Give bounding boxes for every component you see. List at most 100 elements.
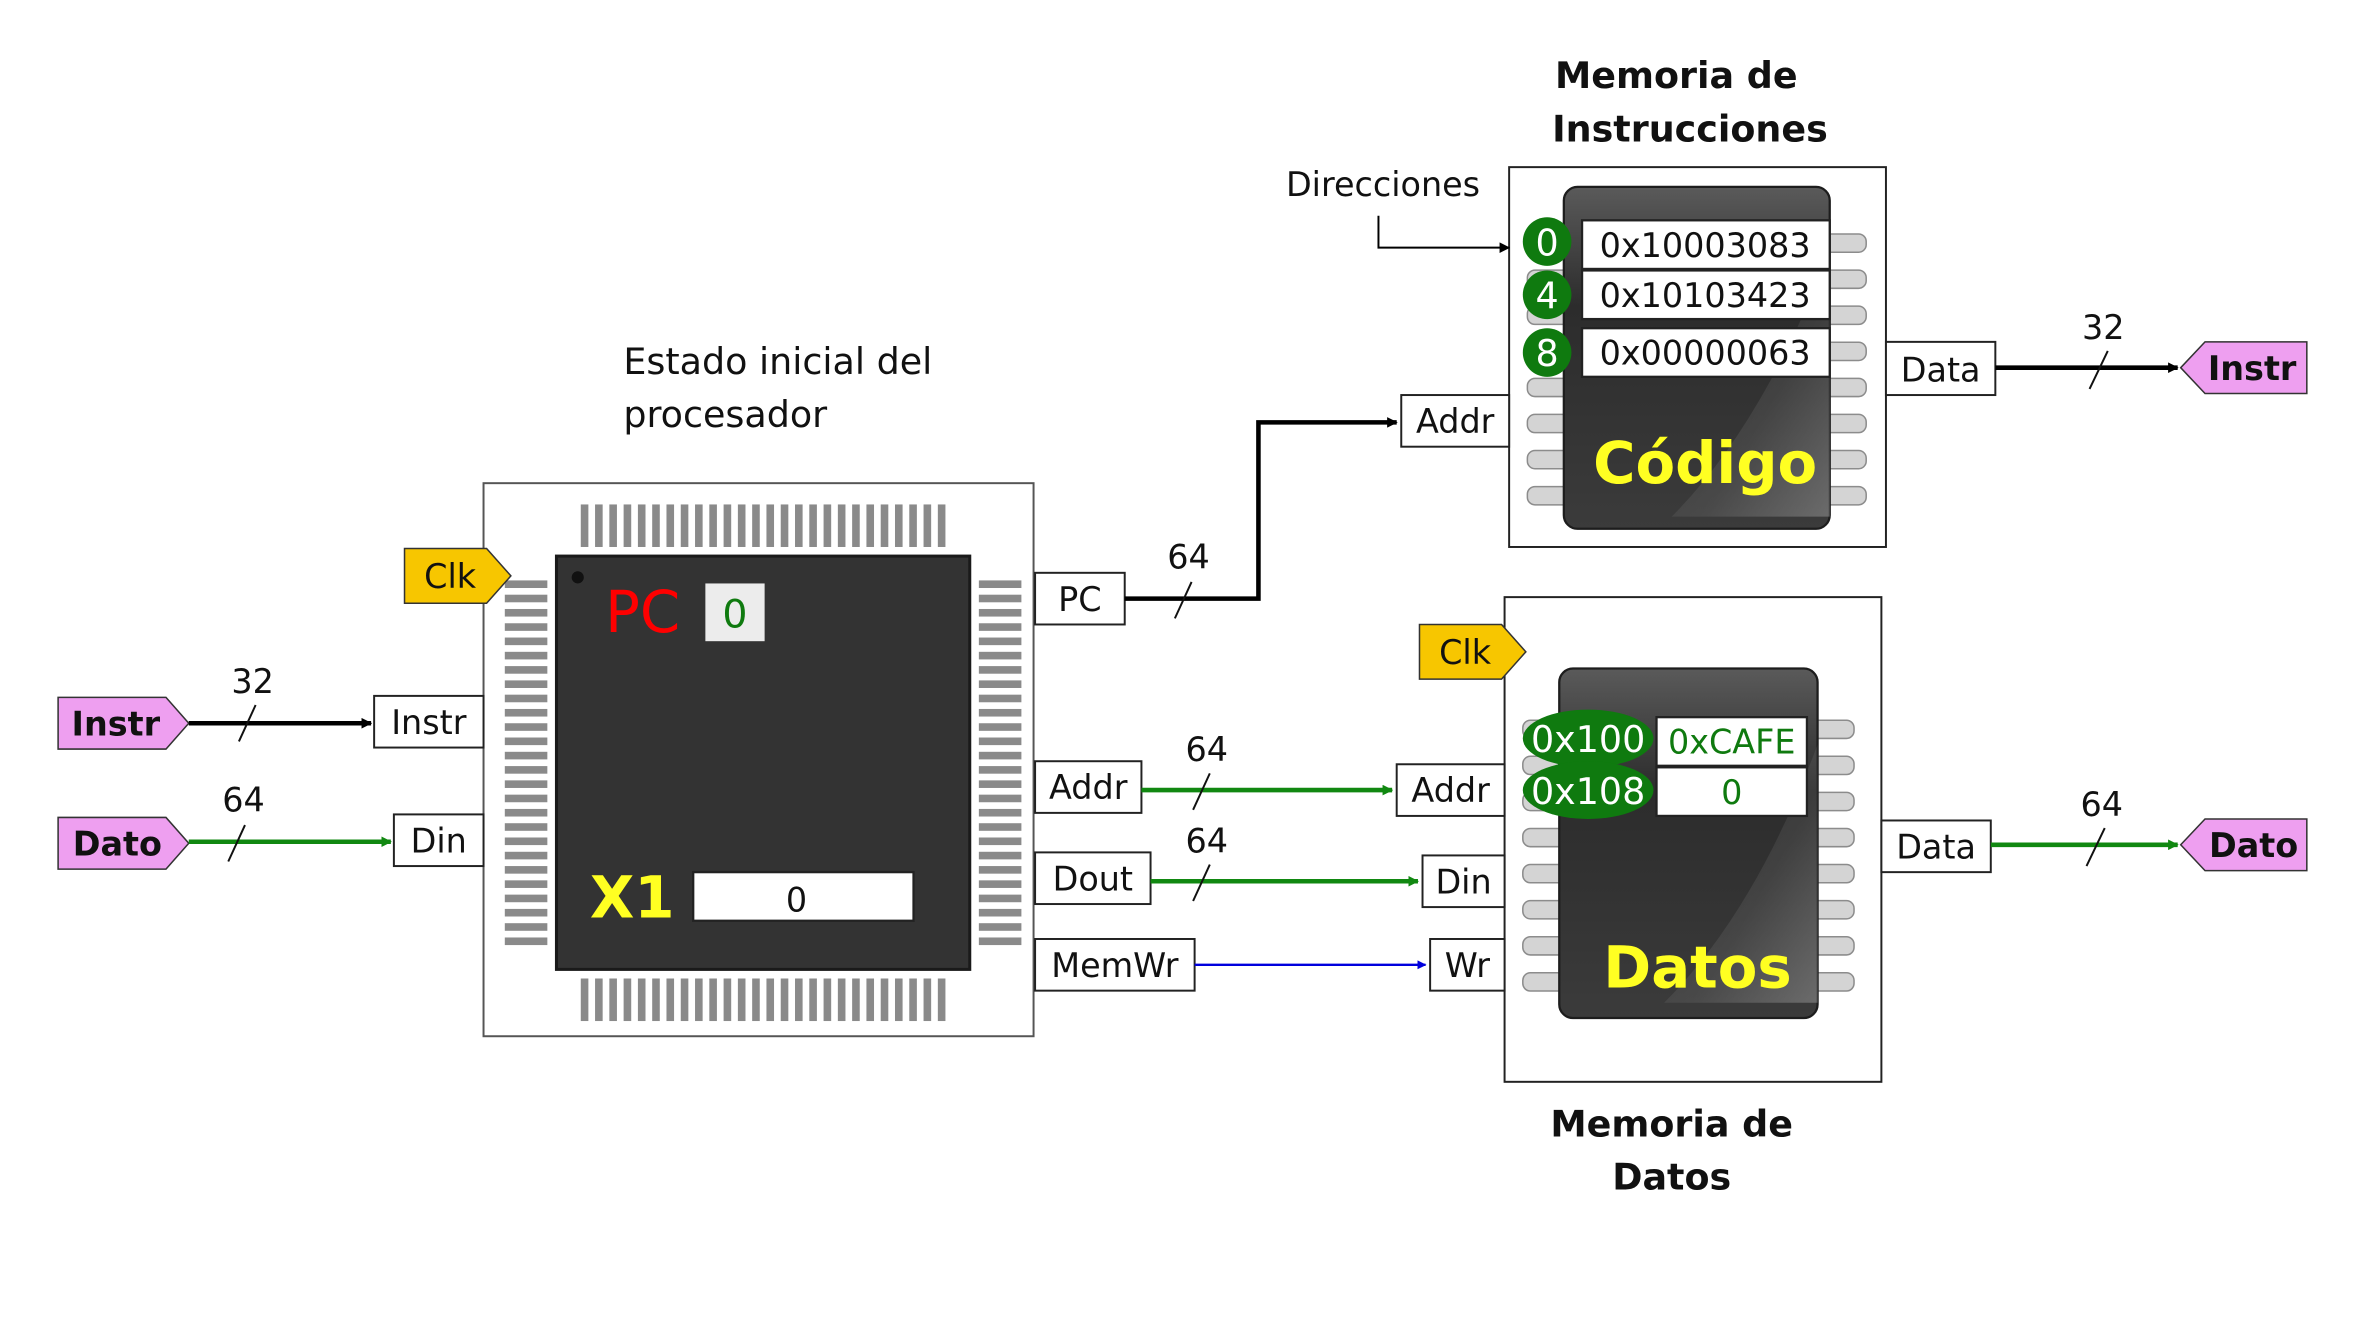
chip-pin	[823, 978, 832, 1022]
dout-bus-width: 64	[1186, 821, 1229, 860]
chip-pin	[978, 880, 1022, 888]
chip-pin	[652, 978, 660, 1022]
addresses-pointer	[1377, 215, 1511, 253]
chip-pin	[978, 766, 1022, 774]
instr-word-value: 0x10103423	[1600, 276, 1811, 315]
chip-pin	[894, 978, 903, 1022]
chip-pin	[504, 623, 548, 631]
data-mem-title-line1: Memoria de	[1550, 1103, 1793, 1146]
data-mem-clk-tag	[1418, 623, 1527, 680]
chip-pin	[609, 504, 617, 547]
chip-pin	[504, 837, 548, 846]
instr-mem-chip-label: Código	[1593, 429, 1817, 497]
processor: Estado inicial del procesador PC 0 X1 0 …	[373, 340, 1196, 1038]
dato-output-slash	[2085, 827, 2106, 867]
chip-pin	[978, 708, 1022, 717]
processor-clk-tag	[403, 547, 512, 604]
output-instr-tag	[2179, 341, 2308, 395]
instr-word-value: 0x10003083	[1600, 226, 1811, 265]
processor-port-instr	[373, 694, 485, 749]
chip-pin	[504, 751, 548, 760]
instr-addr-badge	[1522, 328, 1572, 377]
chip-pin	[504, 880, 548, 888]
processor-port-dout-label: Dout	[1053, 859, 1133, 898]
chip-pin	[852, 978, 860, 1022]
chip-pin	[978, 823, 1022, 831]
chip-pin	[504, 780, 548, 788]
chip-pin	[978, 623, 1022, 631]
chip-pin	[504, 937, 548, 946]
chip-pin	[978, 608, 1022, 617]
processor-pins	[504, 504, 1022, 1022]
data-mem-port-addr-label: Addr	[1411, 771, 1490, 810]
dato-output-width: 64	[2080, 785, 2123, 824]
chip-pin	[504, 808, 548, 817]
chip-pin	[723, 504, 732, 547]
chip-pin	[780, 978, 789, 1022]
chip-pin	[795, 504, 803, 547]
instr-output-slash	[2088, 350, 2109, 390]
chip-pin	[978, 723, 1022, 731]
input-dato-tag	[57, 816, 190, 870]
data-mem-chip-label: Datos	[1603, 934, 1791, 1002]
chip-pin	[504, 637, 548, 646]
data-mem-port-addr	[1395, 763, 1506, 817]
chip-pin	[737, 978, 746, 1022]
processor-port-pc	[1034, 571, 1126, 626]
data-word-box	[1655, 716, 1809, 767]
chip-pin	[580, 978, 589, 1022]
pc-register-label: PC	[605, 578, 680, 646]
instr-addr-value: 0	[1536, 221, 1559, 264]
chip-pin	[580, 504, 589, 547]
data-mem-title-line2: Datos	[1612, 1156, 1731, 1199]
instruction-memory: Memoria de Instrucciones Código Direccio…	[1286, 54, 2308, 548]
instr-addr-value: 4	[1536, 274, 1559, 317]
pc-bus	[1124, 417, 1398, 601]
chip-pin	[680, 504, 689, 547]
chip-pin	[504, 694, 548, 703]
x1-register-value: 0	[786, 881, 807, 920]
chip-pin	[837, 978, 846, 1022]
chip-pin	[504, 866, 548, 874]
chip-pin	[923, 978, 932, 1022]
chip-pin	[652, 504, 660, 547]
chip-pin	[909, 504, 917, 547]
chip-pin	[695, 504, 703, 547]
data-word-value: 0	[1721, 773, 1742, 812]
addr-bus-slash	[1192, 772, 1211, 811]
chip-pin	[609, 978, 617, 1022]
chip-pin	[978, 737, 1022, 746]
chip-pin	[504, 580, 548, 589]
instr-input-slash	[238, 704, 257, 742]
dato-input-width: 64	[222, 780, 265, 819]
chip-pin	[709, 978, 717, 1022]
chip-pin	[978, 837, 1022, 846]
processor-caption-line2: procesador	[623, 393, 827, 436]
chip-pin	[766, 978, 775, 1022]
chip-pin	[504, 651, 548, 660]
chip-pin	[837, 504, 846, 547]
instr-addr-value: 8	[1536, 332, 1559, 375]
chip-pin	[978, 780, 1022, 788]
data-mem-port-wr-label: Wr	[1445, 946, 1491, 985]
chip-pin	[978, 937, 1022, 946]
processor-port-dout	[1034, 851, 1152, 906]
dout-bus-slash	[1192, 864, 1211, 902]
chip-pin	[504, 923, 548, 931]
data-mem-port-din	[1421, 854, 1506, 909]
chip-pin	[504, 823, 548, 831]
chip-pin	[504, 851, 548, 860]
instr-mem-port-data	[1884, 340, 1997, 397]
pc-register-value: 0	[722, 592, 747, 638]
pc-bus-slash	[1173, 581, 1193, 619]
chip-pin	[595, 978, 603, 1022]
chip-pin	[880, 978, 889, 1022]
chip-pin	[978, 908, 1022, 917]
addr-bus-width: 64	[1186, 730, 1229, 769]
output-dato-tag	[2179, 818, 2308, 872]
input-dato-label: Dato	[73, 824, 162, 863]
chip-pin	[978, 666, 1022, 674]
x1-register-label: X1	[590, 864, 675, 932]
addresses-label: Direcciones	[1286, 165, 1480, 204]
